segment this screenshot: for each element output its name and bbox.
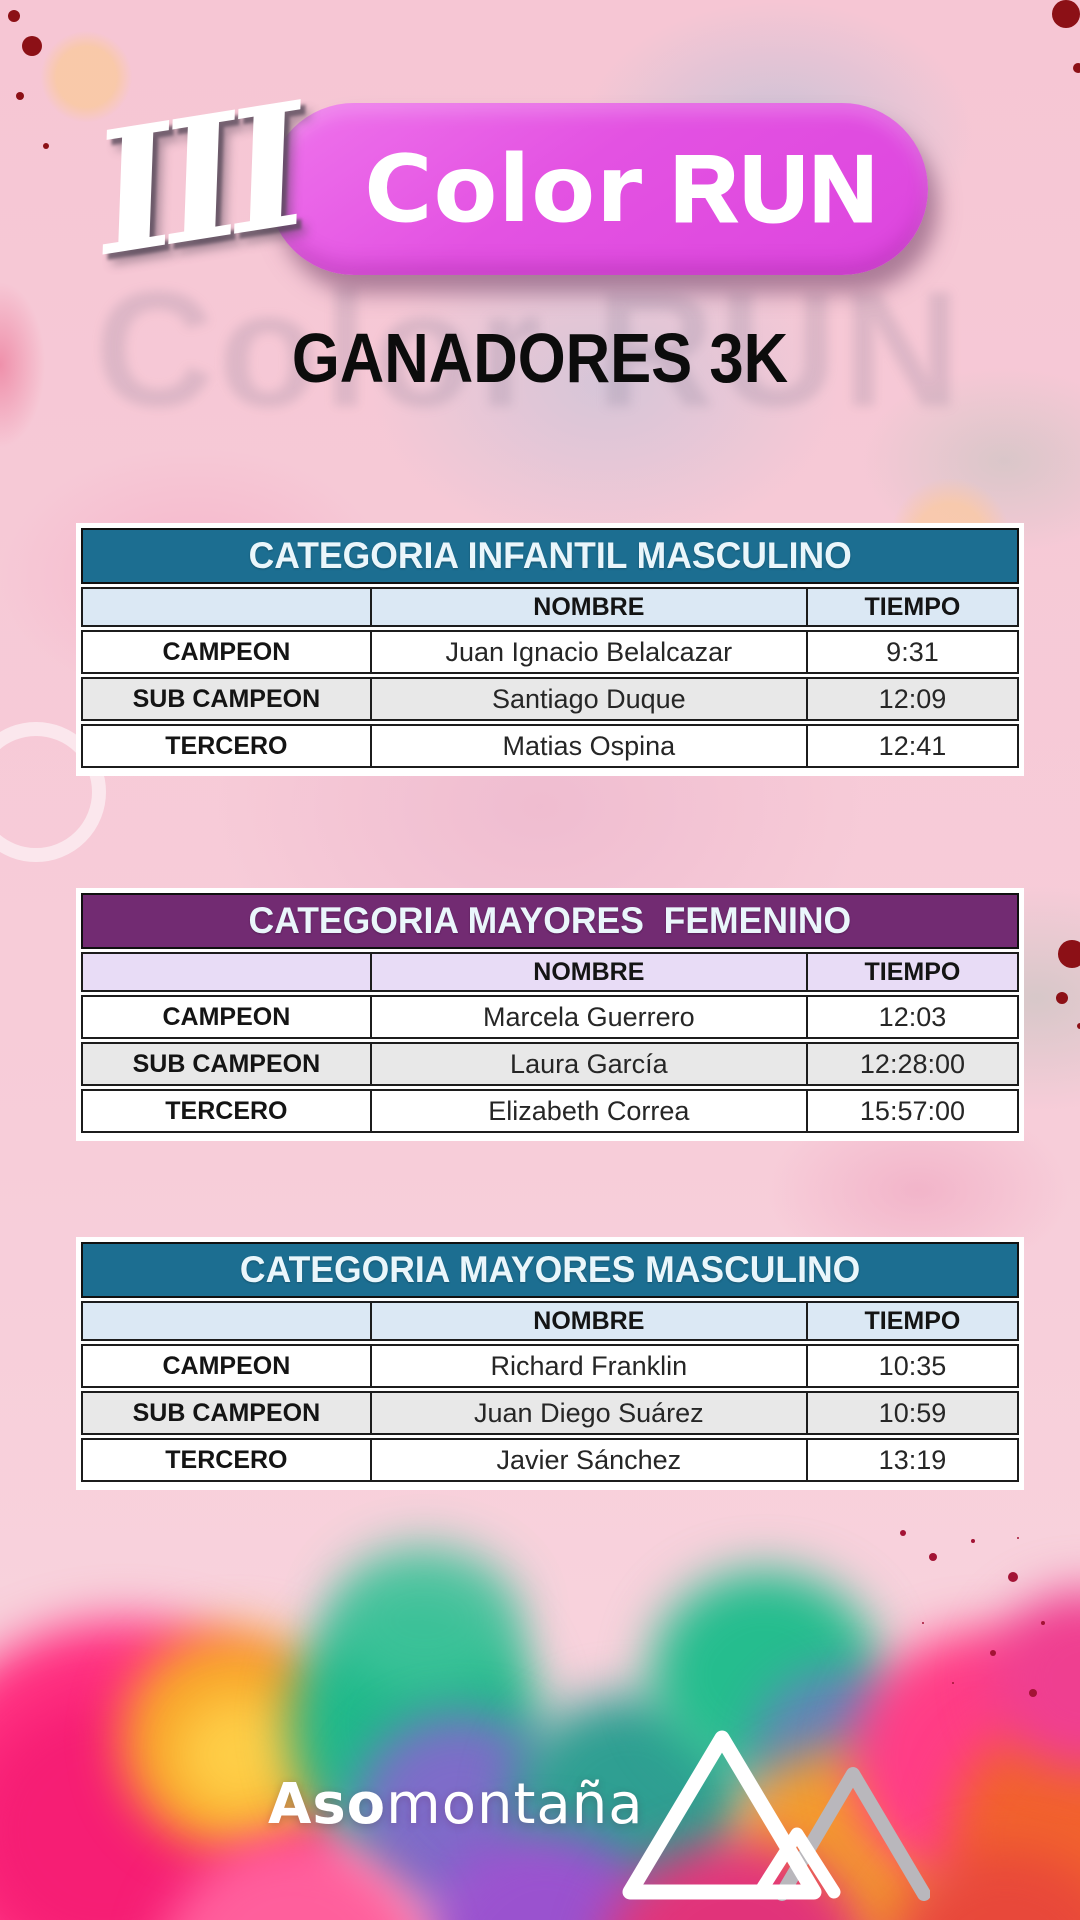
position-column-header — [81, 587, 372, 627]
results-table: NOMBRE TIEMPO CAMPEON Juan Ignacio Belalc… — [81, 584, 1019, 771]
brand-word-color: Color — [364, 135, 644, 243]
tiempo-column-header: TIEMPO — [807, 587, 1019, 627]
position-cell: SUB CAMPEON — [81, 1042, 372, 1086]
position-cell: CAMPEON — [81, 630, 372, 674]
table-title-bar: CATEGORIA INFANTIL MASCULINO — [81, 528, 1019, 584]
results-table: NOMBRE TIEMPO CAMPEON Marcela Guerrero 12:… — [81, 949, 1019, 1136]
column-header-row: NOMBRE TIEMPO — [81, 952, 1019, 992]
table-title-bar: CATEGORIA MAYORES MASCULINO — [81, 1242, 1019, 1298]
table-row: CAMPEON Marcela Guerrero 12:03 — [81, 995, 1019, 1039]
position-cell: TERCERO — [81, 1438, 372, 1482]
powder-blob — [175, 1695, 305, 1815]
column-header-row: NOMBRE TIEMPO — [81, 587, 1019, 627]
background-watermark-text: Color RUN — [95, 257, 966, 441]
table-row: SUB CAMPEON Juan Diego Suárez 10:59 — [81, 1391, 1019, 1435]
tiempo-cell: 12:41 — [807, 724, 1019, 768]
table-body: CAMPEON Juan Ignacio Belalcazar 9:31 SUB CA… — [81, 630, 1019, 768]
table-title: CATEGORIA MAYORES MASCULINO — [239, 1249, 861, 1290]
table-row: TERCERO Matias Ospina 12:41 — [81, 724, 1019, 768]
position-column-header — [81, 952, 372, 992]
tiempo-cell: 9:31 — [807, 630, 1019, 674]
position-cell: TERCERO — [81, 724, 372, 768]
nombre-column-header: NOMBRE — [371, 952, 808, 992]
nombre-cell: Juan Diego Suárez — [371, 1391, 808, 1435]
table-title: CATEGORIA INFANTIL MASCULINO — [248, 535, 852, 576]
results-table-card: CATEGORIA INFANTIL MASCULINO NOMBRE TIEM… — [76, 523, 1024, 776]
asomontana-logo-text: Asomontaña — [268, 1772, 644, 1837]
table-row: CAMPEON Juan Ignacio Belalcazar 9:31 — [81, 630, 1019, 674]
tiempo-cell: 15:57:00 — [807, 1089, 1019, 1133]
paint-speckle-dots — [900, 1530, 906, 1536]
table-title-bar: CATEGORIA MAYORES FEMENINO — [81, 893, 1019, 949]
brand-text-light: montaña — [386, 1772, 644, 1837]
nombre-cell: Matias Ospina — [371, 724, 808, 768]
nombre-cell: Elizabeth Correa — [371, 1089, 808, 1133]
page-title: GANADORES 3K — [291, 319, 789, 397]
results-table-card: CATEGORIA MAYORES MASCULINO NOMBRE TIEMP… — [76, 1237, 1024, 1490]
table-row: SUB CAMPEON Laura García 12:28:00 — [81, 1042, 1019, 1086]
mountain-logo-icon — [622, 1730, 930, 1901]
nombre-cell: Santiago Duque — [371, 677, 808, 721]
table-title: CATEGORIA MAYORES FEMENINO — [248, 900, 852, 941]
brand-word-run: RUN — [670, 135, 880, 243]
table-row: TERCERO Javier Sánchez 13:19 — [81, 1438, 1019, 1482]
tiempo-cell: 10:59 — [807, 1391, 1019, 1435]
results-table: NOMBRE TIEMPO CAMPEON Richard Franklin 10:… — [81, 1298, 1019, 1485]
brand-text-bold: Aso — [268, 1772, 387, 1837]
table-body: CAMPEON Richard Franklin 10:35 SUB CAMPEON J… — [81, 1344, 1019, 1482]
tiempo-cell: 10:35 — [807, 1344, 1019, 1388]
table-row: TERCERO Elizabeth Correa 15:57:00 — [81, 1089, 1019, 1133]
tiempo-cell: 12:03 — [807, 995, 1019, 1039]
results-table-card: CATEGORIA MAYORES FEMENINO NOMBRE TIEMPO… — [76, 888, 1024, 1141]
position-cell: CAMPEON — [81, 1344, 372, 1388]
table-row: CAMPEON Richard Franklin 10:35 — [81, 1344, 1019, 1388]
paint-splatter-dots — [8, 10, 20, 22]
position-column-header — [81, 1301, 372, 1341]
nombre-cell: Juan Ignacio Belalcazar — [371, 630, 808, 674]
position-cell: CAMPEON — [81, 995, 372, 1039]
column-header-row: NOMBRE TIEMPO — [81, 1301, 1019, 1341]
table-row: SUB CAMPEON Santiago Duque 12:09 — [81, 677, 1019, 721]
position-cell: SUB CAMPEON — [81, 677, 372, 721]
nombre-cell: Javier Sánchez — [371, 1438, 808, 1482]
header: Color RUN Color RUN III GANADORES 3K — [0, 0, 1080, 460]
powder-blob — [330, 1545, 520, 1695]
color-powder-bursts — [0, 1500, 1080, 1920]
position-cell: TERCERO — [81, 1089, 372, 1133]
tiempo-column-header: TIEMPO — [807, 952, 1019, 992]
table-body: CAMPEON Marcela Guerrero 12:03 SUB CAMPEON L… — [81, 995, 1019, 1133]
tiempo-column-header: TIEMPO — [807, 1301, 1019, 1341]
color-run-badge: Color RUN — [268, 103, 928, 275]
nombre-cell: Laura García — [371, 1042, 808, 1086]
nombre-column-header: NOMBRE — [371, 587, 808, 627]
nombre-cell: Richard Franklin — [371, 1344, 808, 1388]
tiempo-cell: 12:28:00 — [807, 1042, 1019, 1086]
nombre-cell: Marcela Guerrero — [371, 995, 808, 1039]
tiempo-cell: 13:19 — [807, 1438, 1019, 1482]
position-cell: SUB CAMPEON — [81, 1391, 372, 1435]
tiempo-cell: 12:09 — [807, 677, 1019, 721]
nombre-column-header: NOMBRE — [371, 1301, 808, 1341]
